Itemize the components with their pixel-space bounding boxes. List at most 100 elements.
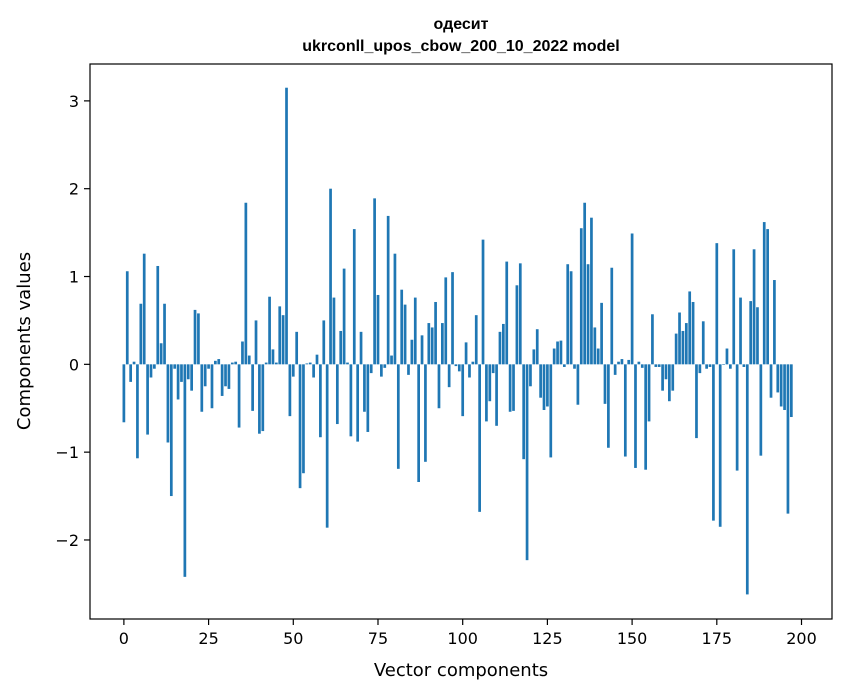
bar [783,364,786,410]
bar [773,280,776,365]
bar [298,364,302,489]
bar [715,243,719,365]
bar [651,314,654,365]
bar [234,361,238,365]
bar [535,329,539,365]
bar [210,364,214,409]
bar [505,261,509,365]
bar [532,349,536,365]
bar [254,320,258,365]
bar [576,364,580,405]
bar [186,364,190,380]
bar [644,364,648,470]
bar [623,364,627,457]
bar [369,364,373,374]
bar [562,364,566,367]
bar [146,364,149,435]
bar [285,87,288,365]
bar [664,364,668,380]
bar [447,364,451,388]
bar [434,301,437,365]
bar [776,364,780,393]
x-tick-label: 75 [368,629,388,648]
bar [437,364,441,409]
bar [529,364,532,387]
bar [491,364,495,374]
x-tick-label: 50 [283,629,303,648]
bar [413,297,417,365]
bar [173,364,177,369]
bar [512,364,515,411]
bar [712,364,715,521]
bar [729,364,732,369]
bar [542,364,546,410]
bar [698,364,702,374]
bar [515,285,519,365]
bar [695,364,698,439]
bar [430,327,434,365]
bar [583,202,587,365]
chart-title-line-2: ukrconll_upos_cbow_200_10_2022 model [302,38,619,55]
bar [610,267,614,365]
bar [247,355,251,365]
bar [569,271,573,365]
bar [176,364,180,400]
bar [657,364,661,367]
bar [159,343,163,365]
bar [142,253,146,365]
bar [647,364,651,422]
y-axis-ticks: −2 −1 0 1 2 3 [55,92,90,550]
bar [339,330,343,365]
bar [457,364,461,372]
bar [227,364,231,389]
x-tick-label: 25 [198,629,218,648]
bar [593,327,597,365]
bar [224,364,227,387]
bar [745,364,749,595]
x-tick-label: 200 [786,629,817,648]
y-tick-label: −1 [55,443,79,462]
bar [193,309,197,365]
bar [264,362,268,365]
bar [637,361,641,365]
bar [308,362,312,365]
bar [424,364,427,462]
bar [674,333,678,365]
bar [129,364,133,382]
bar [237,364,241,428]
y-tick-label: 2 [69,180,79,199]
bar [708,364,712,367]
bar [342,268,346,365]
bar [485,364,488,422]
bar [756,307,759,365]
bar [373,198,376,365]
bar [701,321,705,365]
bar [329,188,332,365]
bar [735,364,739,471]
bar [627,359,631,365]
bar [156,265,160,365]
bar [403,304,407,365]
bar [125,271,129,365]
x-tick-label: 150 [617,629,648,648]
x-tick-label: 100 [447,629,478,648]
bar [363,364,366,412]
y-tick-label: −2 [55,531,79,550]
bar [461,364,465,417]
bar [471,361,475,365]
bar [478,364,481,512]
bar [769,364,773,398]
bar [464,342,468,365]
bar [566,264,570,365]
bar [488,364,492,402]
bar [207,364,210,369]
bar [779,364,783,407]
bar [244,202,248,365]
bar [410,339,414,365]
bar [261,364,265,432]
bar [749,301,753,365]
bar [356,364,360,442]
bar [407,364,410,375]
bar [600,302,603,365]
